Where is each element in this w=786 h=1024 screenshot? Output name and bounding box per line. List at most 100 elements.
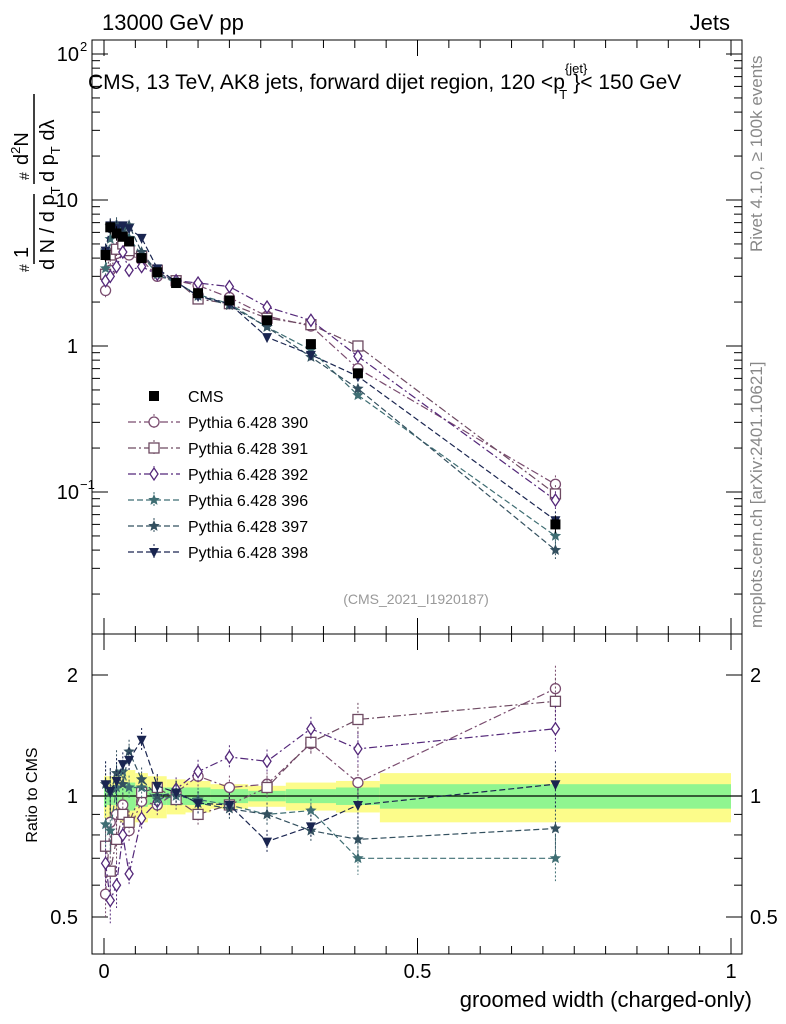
data-point xyxy=(100,780,111,791)
ratio-y-tick-label-right: 2 xyxy=(750,665,761,687)
data-point xyxy=(117,765,129,777)
ylabel-d2n: d2N xyxy=(8,132,33,165)
watermark: (CMS_2021_I1920187) xyxy=(343,591,489,607)
data-point xyxy=(261,320,273,332)
data-point xyxy=(549,544,562,555)
data-point xyxy=(262,837,273,848)
ylabel-hash: # xyxy=(16,264,32,272)
series-line xyxy=(105,224,556,521)
data-point xyxy=(224,279,235,294)
data-point xyxy=(152,781,163,792)
ratio-series xyxy=(99,665,562,924)
ratio-y-tick-label: 2 xyxy=(67,665,78,687)
data-point xyxy=(352,382,364,394)
data-point xyxy=(261,781,273,794)
data-point xyxy=(352,776,364,789)
data-point xyxy=(148,520,160,531)
legend-label: Pythia 6.428 398 xyxy=(188,545,308,562)
data-point xyxy=(352,713,364,726)
y-tick-label: 10 xyxy=(57,482,79,504)
data-point xyxy=(104,824,116,836)
data-point xyxy=(352,852,364,864)
data-point xyxy=(105,222,116,233)
header-left: 13000 GeV pp xyxy=(102,10,244,35)
y-tick-label-exp: 2 xyxy=(80,39,87,54)
data-point xyxy=(193,764,203,779)
data-point xyxy=(124,755,135,766)
data-point xyxy=(111,228,122,239)
data-point xyxy=(117,760,128,771)
y-tick-label: 1 xyxy=(67,336,78,358)
data-point xyxy=(99,262,112,274)
data-point xyxy=(352,389,364,401)
data-point xyxy=(117,231,128,242)
side-rivet: Rivet 4.1.0, ≥ 100k events xyxy=(747,56,766,252)
data-point xyxy=(124,236,135,247)
data-point xyxy=(100,250,111,261)
data-point xyxy=(136,233,147,244)
data-point xyxy=(306,721,316,736)
data-point xyxy=(223,781,236,794)
y-tick-label: 10 xyxy=(56,190,78,212)
series-line xyxy=(105,223,556,551)
x-tick-label: 0 xyxy=(98,961,109,983)
ratio-y-tick-label-right: 0.5 xyxy=(750,907,778,929)
data-point xyxy=(136,735,147,746)
data-point xyxy=(152,267,163,278)
data-point xyxy=(117,221,128,232)
ylabel-dn-dpt: d N / d pT xyxy=(37,186,63,270)
data-point xyxy=(549,478,562,490)
data-point xyxy=(110,767,123,778)
data-point xyxy=(305,822,316,833)
data-point xyxy=(262,333,273,344)
main-title-sup: {jet} xyxy=(565,61,588,76)
legend-label: Pythia 6.428 392 xyxy=(188,467,308,484)
data-point xyxy=(305,339,316,350)
data-point xyxy=(148,494,160,505)
data-point xyxy=(148,416,160,428)
data-point xyxy=(224,800,235,811)
data-point xyxy=(123,745,135,757)
data-point xyxy=(117,778,129,790)
series-line xyxy=(105,241,556,485)
data-point xyxy=(124,866,134,882)
ratio-y-tick-label: 0.5 xyxy=(50,907,78,929)
data-point xyxy=(353,741,363,757)
ratio-y-tick-label-right: 1 xyxy=(750,786,761,808)
data-point xyxy=(99,818,112,830)
data-point xyxy=(550,780,561,791)
data-point xyxy=(100,856,111,871)
legend-label: Pythia 6.428 396 xyxy=(188,493,308,510)
ratio-y-tick-label: 1 xyxy=(67,786,78,808)
y-tick-label: 10 xyxy=(57,44,79,66)
ylabel-dpt-dlambda: d pT dλ xyxy=(37,120,63,182)
data-point xyxy=(118,827,128,843)
ratio-panel: 0.5 0.5 1 1 2 2 0 0.5 1 Ratio to CMS groomed wid… xyxy=(24,633,778,1012)
data-point xyxy=(135,781,148,793)
data-point xyxy=(262,315,273,326)
header-right: Jets xyxy=(690,10,730,35)
data-point xyxy=(123,781,135,793)
series-line xyxy=(105,728,556,903)
series-pythia-6-428-398 xyxy=(100,727,561,854)
ratio-ticks: 0.5 0.5 1 1 2 2 0 0.5 1 xyxy=(50,634,778,983)
legend: CMS Pythia 6.428 390 Pythia 6.428 391 Pythi… xyxy=(128,389,308,562)
data-point xyxy=(193,288,204,299)
data-point xyxy=(136,811,147,826)
data-point xyxy=(105,269,116,284)
series-pythia-6-428-397 xyxy=(99,217,562,559)
series-line xyxy=(105,227,556,537)
data-point xyxy=(549,822,562,834)
series-cms xyxy=(100,220,561,534)
data-point xyxy=(151,793,163,805)
data-point xyxy=(352,833,364,845)
data-point xyxy=(550,519,561,530)
data-point xyxy=(550,721,561,736)
data-point xyxy=(305,350,316,361)
data-point xyxy=(353,349,363,364)
data-point xyxy=(136,259,147,274)
data-point xyxy=(149,548,159,558)
data-point xyxy=(549,852,562,864)
